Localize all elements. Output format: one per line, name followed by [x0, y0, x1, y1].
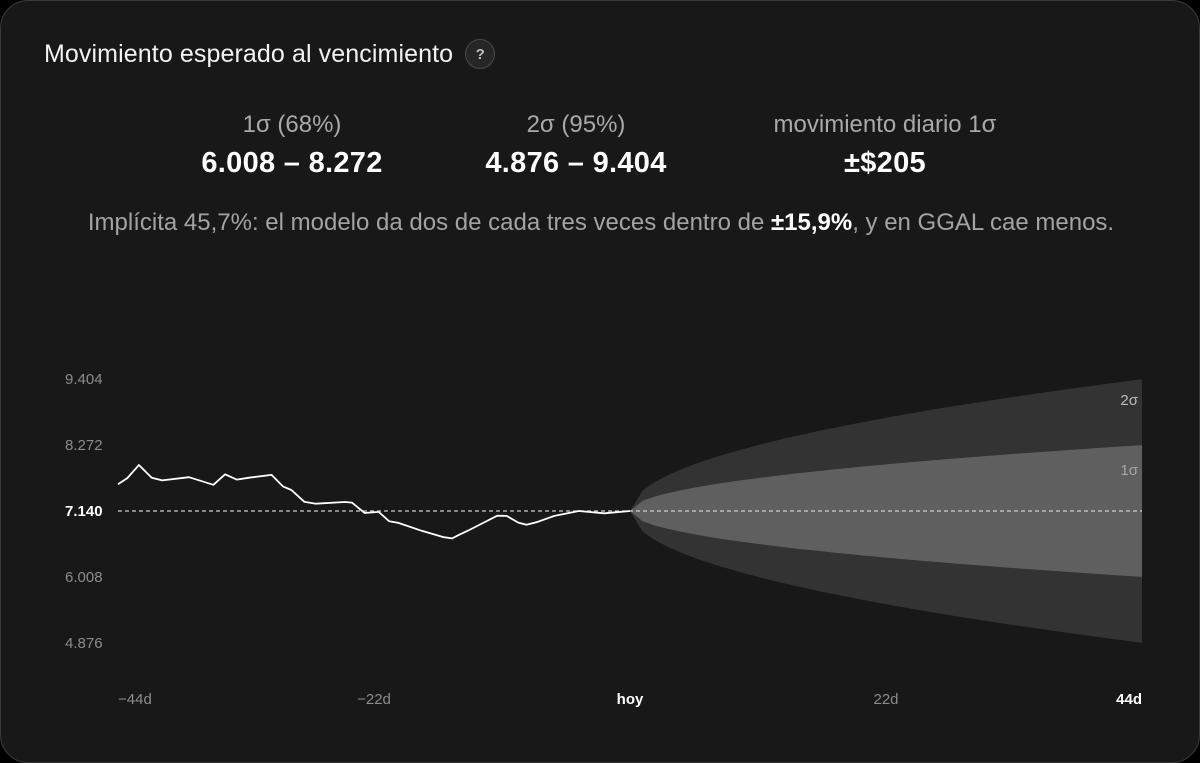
band-2sigma-label: 2σ [1120, 392, 1138, 409]
x-tick-label: 22d [873, 691, 898, 708]
implied-vol-note: Implícita 45,7%: el modelo da dos de cad… [61, 201, 1141, 245]
stat-2sigma: 2σ (95%) 4.876 – 9.404 [485, 111, 666, 180]
stat-daily-move-label: movimiento diario 1σ [773, 111, 997, 138]
x-tick-label: −44d [118, 691, 152, 708]
help-icon[interactable]: ? [465, 39, 496, 69]
band-1sigma [630, 445, 1142, 577]
stat-daily-move-value: ±$205 [844, 147, 926, 179]
stat-daily-move: movimiento diario 1σ ±$205 [774, 111, 997, 180]
x-tick-label: −22d [357, 691, 391, 708]
card-header: Movimiento esperado al vencimiento ? [44, 39, 496, 69]
stat-1sigma: 1σ (68%) 6.008 – 8.272 [201, 111, 382, 180]
note-text: Implícita 45,7%: el modelo da dos de cad… [87, 209, 771, 236]
stat-1sigma-value: 6.008 – 8.272 [201, 147, 383, 179]
price-history-line [117, 464, 631, 540]
x-tick-label: 44d [1116, 691, 1142, 708]
y-tick-label: 8.272 [65, 437, 103, 454]
y-tick-label: 6.008 [65, 569, 103, 586]
note-highlight: ±15,9% [770, 209, 853, 236]
band-1sigma-label: 1σ [1120, 462, 1138, 479]
x-tick-label: hoy [617, 691, 644, 708]
y-tick-label: 4.876 [65, 635, 103, 652]
note-suffix: , y en GGAL cae menos. [852, 209, 1115, 236]
y-tick-label: 9.404 [65, 371, 103, 388]
y-tick-label: 7.140 [65, 503, 103, 520]
stat-2sigma-value: 4.876 – 9.404 [485, 147, 667, 179]
stat-1sigma-label: 1σ (68%) [242, 111, 342, 138]
card-title: Movimiento esperado al vencimiento [44, 39, 454, 68]
stat-2sigma-label: 2σ (95%) [526, 111, 626, 138]
